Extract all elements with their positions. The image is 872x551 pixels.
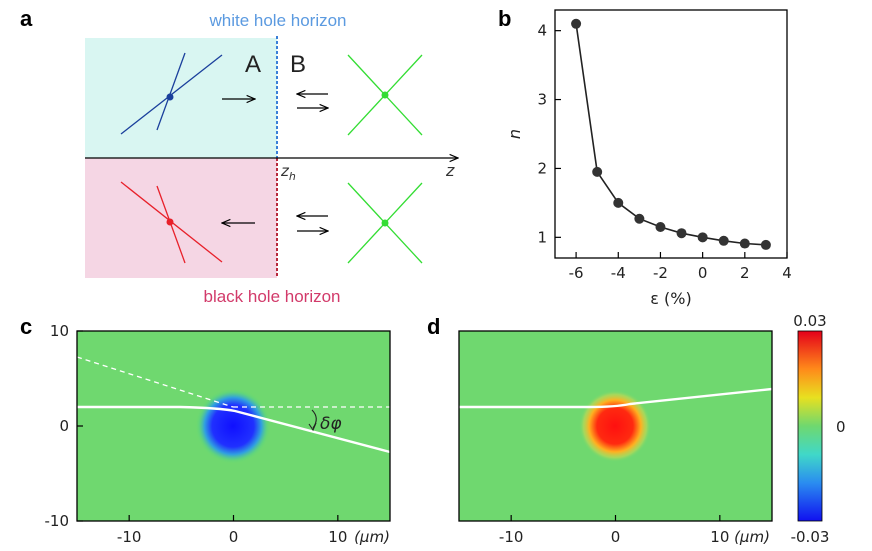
black-hole-region	[85, 158, 277, 278]
y-tick-label: 4	[537, 22, 547, 40]
series-line	[575, 23, 766, 246]
panel-b-points	[571, 18, 771, 250]
x-tick-label: -4	[611, 264, 626, 282]
white-hole-horizon-label: white hole horizon	[208, 11, 346, 30]
z-label: z	[445, 161, 455, 180]
y-tick-label: 1	[537, 228, 547, 246]
panel-d-letter: d	[427, 314, 440, 339]
panel-d-ticks: -10 0 10	[499, 515, 729, 546]
positive-spot	[579, 390, 651, 462]
y-tick-label: 10	[50, 322, 69, 340]
region-a-label: A	[245, 51, 261, 78]
x-tick-label: -10	[499, 528, 524, 546]
region-b-label: B	[290, 51, 306, 78]
data-point	[613, 197, 624, 208]
panel-b-ticks: -6 -4 -2 0 2 4 1 2 3 4	[537, 22, 791, 282]
panel-b-frame	[554, 9, 788, 259]
data-point	[634, 213, 645, 224]
blue-dispersion-line-2	[156, 52, 186, 131]
x-tick-label: 0	[229, 528, 239, 546]
colorbar-gradient	[797, 330, 823, 522]
panel-d: d -10 0 10 (μm)	[427, 314, 773, 546]
panel-b: b -6 -4 -2 0 2 4 1 2 3 4 n ε (%)	[498, 6, 792, 308]
negative-spot	[195, 388, 271, 464]
panel-c: c δφ -10 0 10 10 0 -10 (μm)	[20, 314, 391, 546]
data-point	[571, 18, 582, 29]
blue-dispersion-dot	[166, 93, 174, 101]
colorbar-bottom-label: -0.03	[791, 528, 830, 546]
zh-label: zh	[280, 162, 296, 183]
black-hole-horizon-label: black hole horizon	[203, 287, 340, 306]
panel-b-letter: b	[498, 6, 511, 31]
x-tick-label: 0	[611, 528, 621, 546]
panel-a: a white hole horizon black hole horizon …	[20, 6, 458, 306]
x-tick-label: -6	[569, 264, 584, 282]
y-tick-label: 2	[537, 159, 547, 177]
x-tick-label: 2	[740, 264, 750, 282]
delta-phi-label: δφ	[320, 414, 342, 434]
data-point	[655, 222, 666, 232]
colorbar-top-label: 0.03	[793, 312, 826, 330]
c-x-unit: (μm)	[354, 528, 390, 546]
panel-c-ticks: -10 0 10 10 0 -10	[45, 322, 348, 546]
data-point	[676, 228, 687, 239]
x-tick-label: -2	[653, 264, 668, 282]
x-tick-label: 10	[328, 528, 347, 546]
red-dispersion-dot	[166, 218, 174, 226]
deflection-angle-arrowhead	[308, 422, 317, 432]
data-point	[592, 166, 603, 177]
green-dot-bottom	[381, 219, 389, 227]
x-tick-label: 4	[782, 264, 792, 282]
y-tick-label: 3	[537, 91, 547, 109]
colorbar-mid-label: 0	[836, 418, 846, 436]
colorbar: 0.03 0 -0.03	[791, 312, 846, 546]
data-point	[760, 239, 771, 250]
x-tick-label: -10	[117, 528, 142, 546]
deflected-ray	[77, 405, 391, 454]
green-dot-top	[381, 91, 389, 99]
data-point	[697, 232, 708, 243]
y-tick-label: 0	[59, 417, 69, 435]
x-tick-label: 10	[710, 528, 729, 546]
d-x-unit: (μm)	[734, 528, 770, 546]
incident-dashed-line	[76, 356, 234, 408]
panel-a-letter: a	[20, 6, 33, 31]
deflected-ray-d	[459, 387, 773, 409]
y-axis-label: n	[505, 129, 524, 139]
panel-c-letter: c	[20, 314, 32, 339]
y-tick-label: -10	[45, 512, 70, 530]
x-tick-label: 0	[698, 264, 708, 282]
x-axis-label: ε (%)	[650, 289, 691, 308]
white-hole-region	[85, 38, 277, 158]
data-point	[718, 235, 729, 246]
data-point	[739, 238, 750, 249]
